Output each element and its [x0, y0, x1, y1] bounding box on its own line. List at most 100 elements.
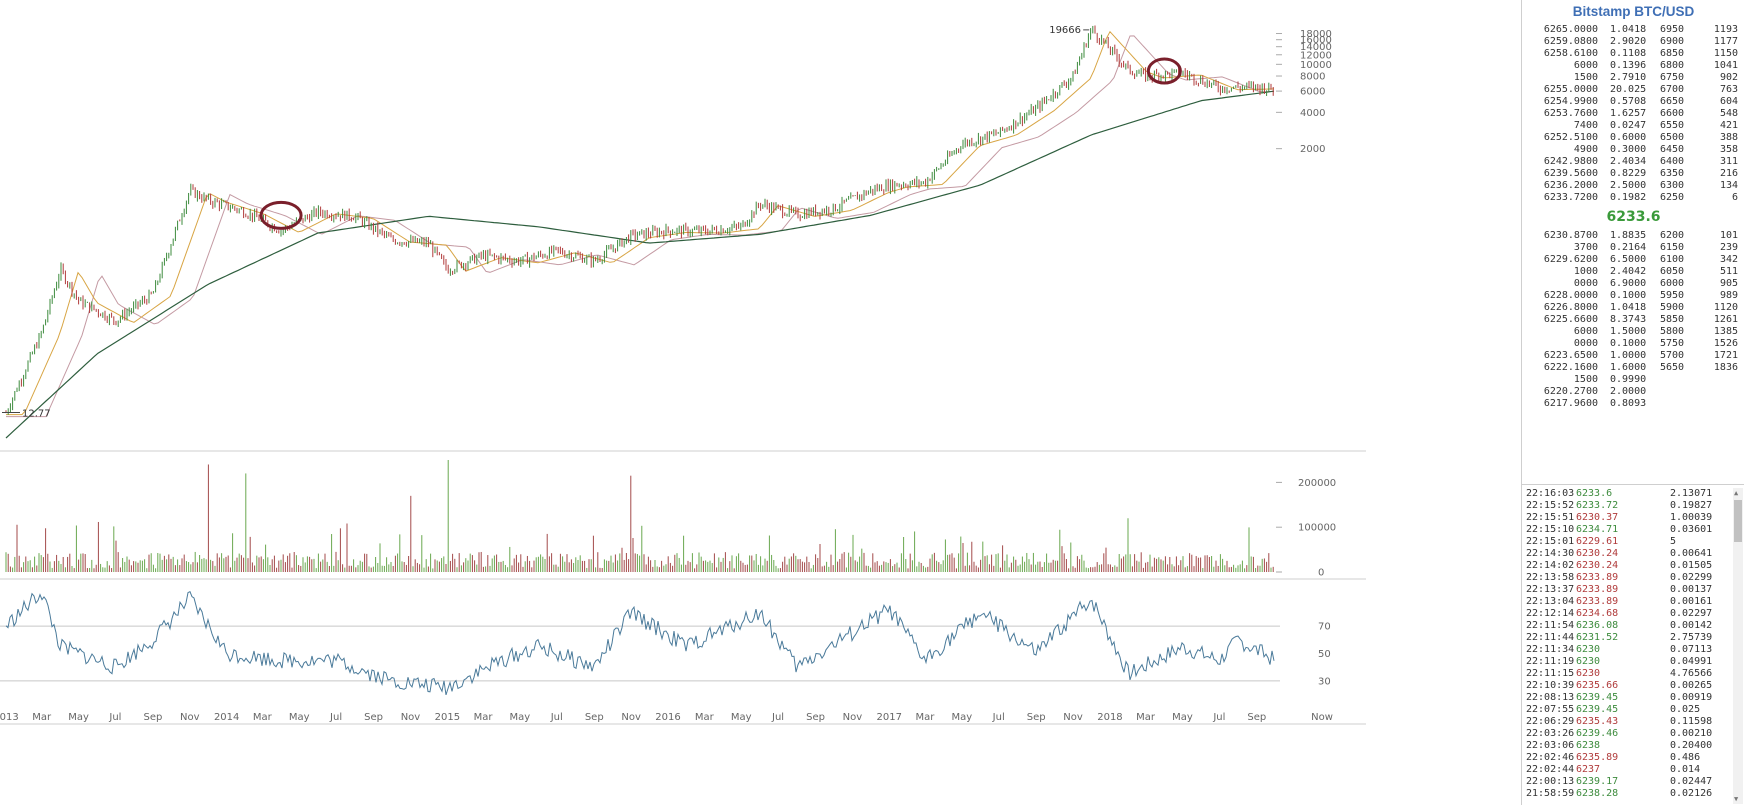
trade-amount: 0.014 [1670, 764, 1701, 775]
trade-amount: 0.03601 [1670, 524, 1713, 535]
trade-row[interactable]: 22:08:13 6239.45 0.00919 [1522, 692, 1744, 704]
trade-time: 22:13:37 [1526, 584, 1575, 595]
panel-divider [1522, 484, 1744, 485]
trade-time: 22:10:39 [1526, 680, 1575, 691]
trade-row[interactable]: 22:07:55 6239.45 0.025 [1522, 704, 1744, 716]
scroll-up-icon[interactable]: ▲ [1734, 489, 1739, 497]
trade-row[interactable]: 22:15:01 6229.61 5 [1522, 536, 1744, 548]
order-price: 6258.6100 [1543, 48, 1598, 59]
x-axis-label: May [289, 712, 310, 723]
trade-row[interactable]: 22:16:03 6233.6 2.13071 [1522, 488, 1744, 500]
trade-row[interactable]: 22:13:37 6233.89 0.00137 [1522, 584, 1744, 596]
x-axis-label: Jul [1212, 712, 1225, 723]
book-cumulative: 216 [1719, 168, 1738, 179]
order-price: 3700 [1573, 242, 1598, 253]
trades-scrollbar[interactable]: ▲ ▼ [1733, 488, 1743, 804]
trade-row[interactable]: 22:11:44 6231.52 2.75739 [1522, 632, 1744, 644]
recent-trades-list[interactable]: 22:16:03 6233.6 2.13071 22:15:52 6233.72 0.19… [1522, 488, 1744, 800]
trade-row[interactable]: 22:14:30 6230.24 0.00641 [1522, 548, 1744, 560]
trade-price: 6234.68 [1576, 608, 1619, 619]
trade-row[interactable]: 22:14:02 6230.24 0.01505 [1522, 560, 1744, 572]
book-price-level: 6350 [1660, 168, 1685, 179]
book-price-level: 6700 [1660, 84, 1685, 95]
trade-time: 22:11:54 [1526, 620, 1575, 631]
trade-row[interactable]: 22:11:15 6230 4.76566 [1522, 668, 1744, 680]
trade-time: 22:11:44 [1526, 632, 1575, 643]
x-axis-label: Mar [916, 712, 936, 723]
trade-time: 22:12:14 [1526, 608, 1575, 619]
order-price: 6255.0000 [1543, 84, 1598, 95]
trade-price: 6230.24 [1576, 548, 1619, 559]
trade-time: 22:03:06 [1526, 740, 1575, 751]
orderbook-row: 6229.6200 6.5000 6100 342 [1522, 254, 1744, 266]
trade-price: 6237 [1576, 764, 1601, 775]
trade-row[interactable]: 22:03:26 6239.46 0.00210 [1522, 728, 1744, 740]
trade-price: 6238 [1576, 740, 1601, 751]
order-price: 6253.7600 [1543, 108, 1598, 119]
order-price: 6239.5600 [1543, 168, 1598, 179]
x-axis-label: Sep [364, 712, 383, 723]
trade-row[interactable]: 22:11:19 6230 0.04991 [1522, 656, 1744, 668]
trade-row[interactable]: 22:02:44 6237 0.014 [1522, 764, 1744, 776]
book-cumulative: 388 [1719, 132, 1738, 143]
trade-row[interactable]: 22:11:54 6236.08 0.00142 [1522, 620, 1744, 632]
trade-amount: 0.025 [1670, 704, 1701, 715]
trade-amount: 0.19827 [1670, 500, 1713, 511]
trade-time: 22:11:15 [1526, 668, 1575, 679]
order-amount: 1.0000 [1610, 350, 1647, 361]
order-price: 6226.8000 [1543, 302, 1598, 313]
fast-moving-average-line [6, 30, 1275, 416]
trade-time: 22:15:10 [1526, 524, 1575, 535]
trade-price: 6239.46 [1576, 728, 1619, 739]
trade-row[interactable]: 22:12:14 6234.68 0.02297 [1522, 608, 1744, 620]
x-axis-label: May [1172, 712, 1193, 723]
order-amount: 1.0418 [1610, 302, 1647, 313]
trade-time: 22:03:26 [1526, 728, 1575, 739]
trade-amount: 0.00161 [1670, 596, 1713, 607]
orderbook-row: 6252.5100 0.6000 6500 388 [1522, 132, 1744, 144]
trade-row[interactable]: 22:06:29 6235.43 0.11598 [1522, 716, 1744, 728]
trade-row[interactable]: 22:13:04 6233.89 0.00161 [1522, 596, 1744, 608]
order-price: 6217.9600 [1543, 398, 1598, 409]
book-price-level: 5650 [1660, 362, 1685, 373]
highlight-circle [1146, 57, 1182, 85]
trade-price: 6238.28 [1576, 788, 1619, 799]
book-price-level: 6750 [1660, 72, 1685, 83]
volume-tick-label: 0 [1318, 568, 1324, 579]
trade-row[interactable]: 22:13:58 6233.89 0.02299 [1522, 572, 1744, 584]
trade-row[interactable]: 22:03:06 6238 0.20400 [1522, 740, 1744, 752]
orderbook-row: 4900 0.3000 6450 358 [1522, 144, 1744, 156]
trade-row[interactable]: 22:10:39 6235.66 0.00265 [1522, 680, 1744, 692]
order-amount: 6.5000 [1610, 254, 1647, 265]
trade-amount: 0.486 [1670, 752, 1701, 763]
trade-row[interactable]: 21:58:59 6238.28 0.02126 [1522, 788, 1744, 800]
price-tick-label: 10000 [1300, 60, 1332, 71]
trade-row[interactable]: 22:00:13 6239.17 0.02447 [1522, 776, 1744, 788]
trade-amount: 4.76566 [1670, 668, 1713, 679]
trade-row[interactable]: 22:02:46 6235.89 0.486 [1522, 752, 1744, 764]
orderbook-row: 7400 0.0247 6550 421 [1522, 120, 1744, 132]
trade-row[interactable]: 22:15:10 6234.71 0.03601 [1522, 524, 1744, 536]
book-cumulative: 1193 [1713, 24, 1738, 35]
order-amount: 0.3000 [1610, 144, 1647, 155]
order-price: 7400 [1573, 120, 1598, 131]
book-cumulative: 989 [1719, 290, 1738, 301]
rsi-line [5, 591, 1275, 696]
trade-price: 6230.37 [1576, 512, 1619, 523]
x-axis-label: Nov [621, 712, 641, 723]
scrollbar-thumb[interactable] [1734, 500, 1742, 542]
rsi-tick-label: 50 [1318, 649, 1331, 660]
trade-row[interactable]: 22:15:51 6230.37 1.00039 [1522, 512, 1744, 524]
order-price: 6259.0800 [1543, 36, 1598, 47]
ask-orderbook: 6265.0000 1.0418 6950 1193 6259.0800 2.9020 69… [1522, 24, 1744, 204]
trade-row[interactable]: 22:11:34 6230 0.07113 [1522, 644, 1744, 656]
trade-time: 22:15:51 [1526, 512, 1575, 523]
order-amount: 2.7910 [1610, 72, 1647, 83]
trade-row[interactable]: 22:15:52 6233.72 0.19827 [1522, 500, 1744, 512]
low-price-label: 12.77 [22, 409, 51, 420]
book-price-level: 6850 [1660, 48, 1685, 59]
scroll-down-icon[interactable]: ▼ [1734, 795, 1739, 803]
order-amount: 2.5000 [1610, 180, 1647, 191]
trade-time: 22:13:58 [1526, 572, 1575, 583]
